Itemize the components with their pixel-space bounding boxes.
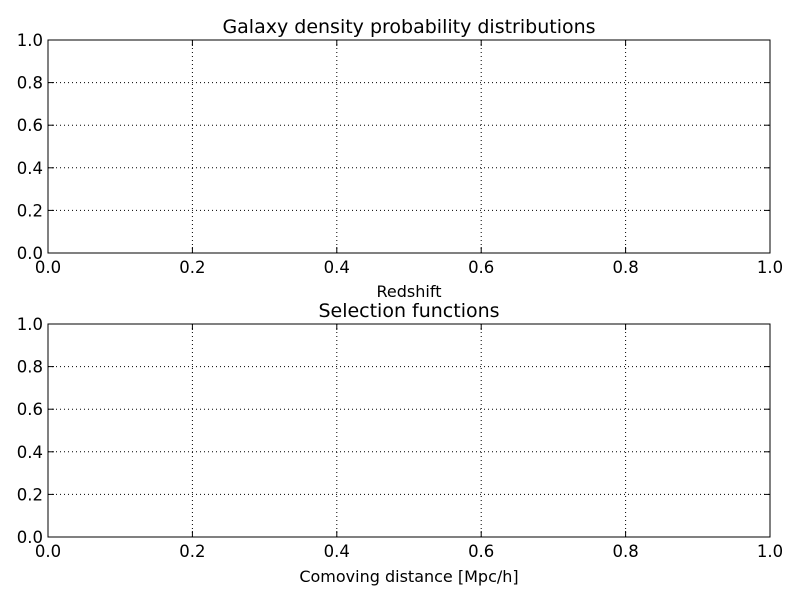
x-tick-label: 0.0	[35, 542, 61, 561]
x-tick-label: 1.0	[757, 542, 783, 561]
x-tick-labels: 0.0 0.2 0.4 0.6 0.8 1.0	[35, 258, 783, 277]
plot-area-frame	[47, 39, 771, 254]
x-tick-label: 0.8	[612, 542, 638, 561]
x-tick-label: 0.2	[179, 258, 205, 277]
y-tick-label: 0.2	[17, 201, 43, 220]
y-tick-label: 0.8	[17, 74, 43, 93]
chart-title: Galaxy density probability distributions	[222, 16, 595, 38]
x-tick-label: 1.0	[757, 258, 783, 277]
y-tick-labels: 0.0 0.2 0.4 0.6 0.8 1.0	[17, 315, 43, 547]
y-tick-label: 0.4	[17, 443, 43, 462]
x-tick-label: 0.4	[324, 258, 350, 277]
y-tick-label: 0.6	[17, 400, 43, 419]
grid-lines	[48, 40, 770, 253]
y-tick-label: 0.0	[17, 528, 43, 547]
y-tick-label: 1.0	[17, 31, 43, 50]
x-tick-label: 0.8	[612, 258, 638, 277]
x-tick-label: 0.4	[324, 542, 350, 561]
y-tick-label: 1.0	[17, 315, 43, 334]
x-axis-label: Comoving distance [Mpc/h]	[299, 567, 518, 586]
x-tick-label: 0.6	[468, 258, 494, 277]
y-tick-label: 0.0	[17, 244, 43, 263]
x-tick-label: 0.0	[35, 258, 61, 277]
y-tick-label: 0.2	[17, 485, 43, 504]
x-tick-label: 0.2	[179, 542, 205, 561]
subplot-bottom: Selection functions 0.0 0.2 0.4 0.6 0.8 1.0 0…	[17, 300, 783, 586]
chart-title: Selection functions	[318, 300, 499, 322]
y-tick-label: 0.6	[17, 116, 43, 135]
y-tick-label: 0.4	[17, 159, 43, 178]
y-tick-label: 0.8	[17, 358, 43, 377]
grid-lines	[48, 324, 770, 537]
x-axis-label: Redshift	[377, 282, 442, 301]
subplot-top: Galaxy density probability distributions…	[17, 16, 783, 301]
x-tick-label: 0.6	[468, 542, 494, 561]
x-tick-labels: 0.0 0.2 0.4 0.6 0.8 1.0	[35, 542, 783, 561]
y-tick-labels: 0.0 0.2 0.4 0.6 0.8 1.0	[17, 31, 43, 263]
plot-area-frame	[47, 323, 771, 538]
